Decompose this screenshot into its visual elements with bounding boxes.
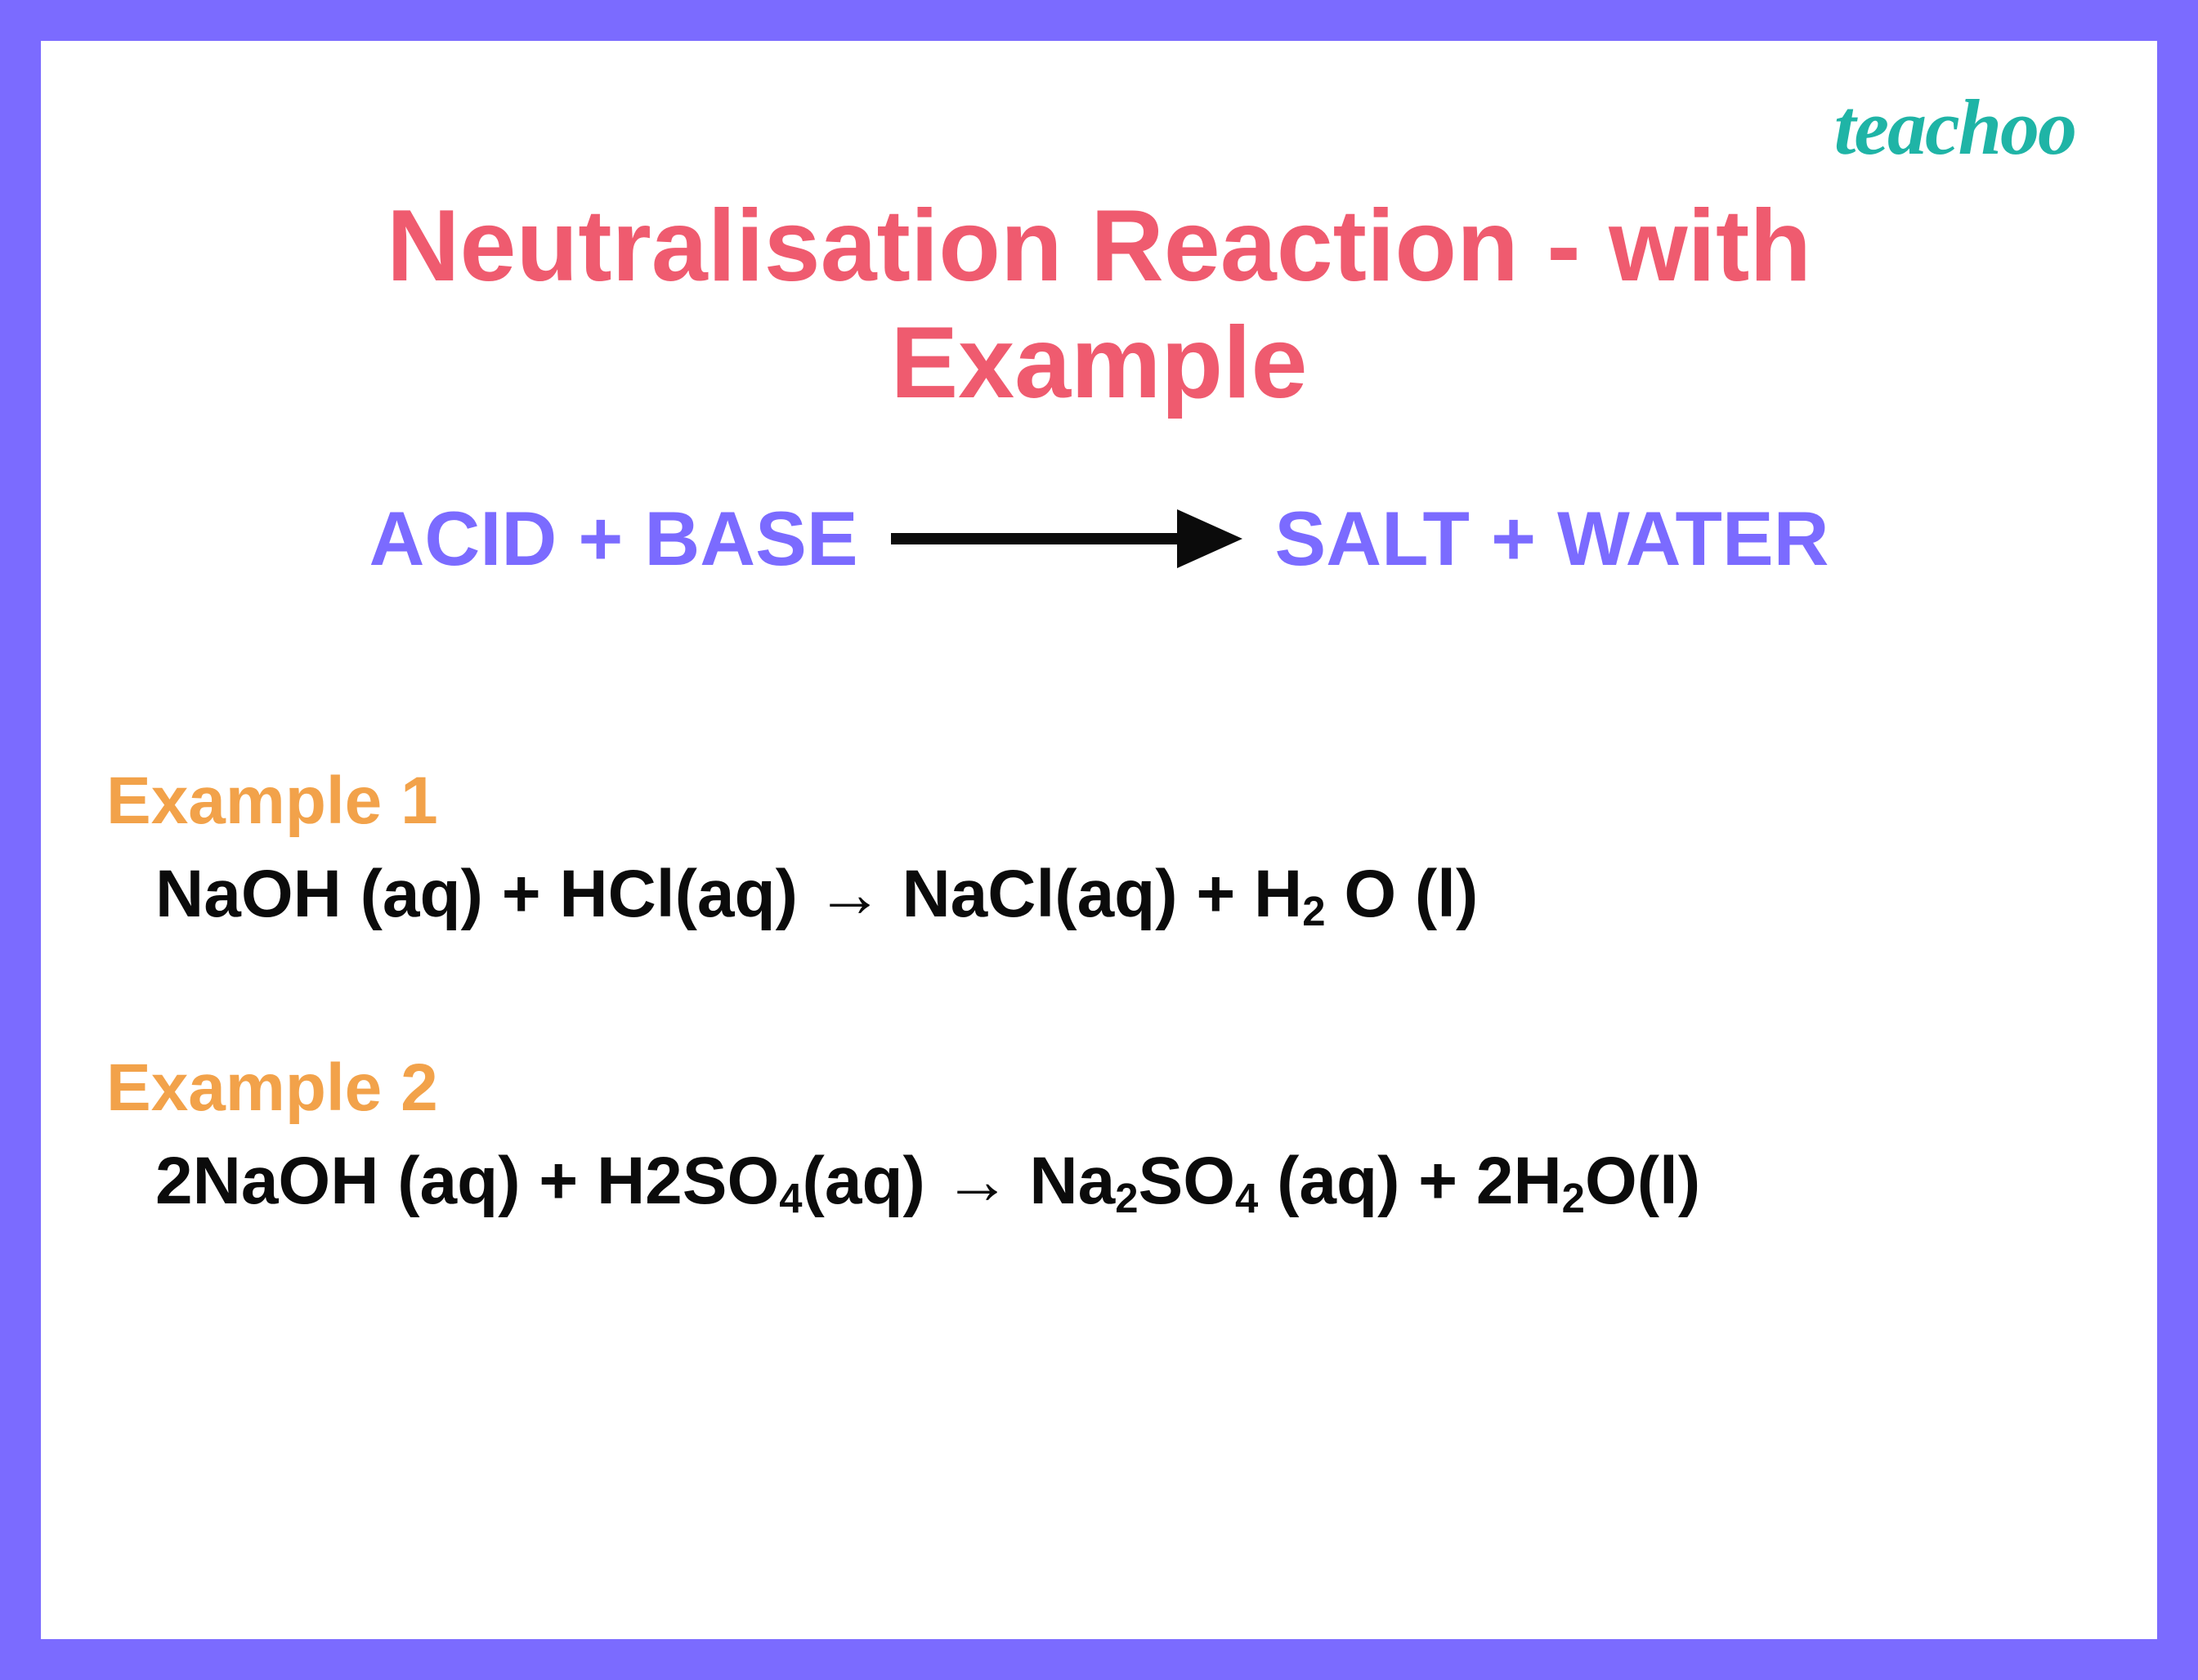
brand-logo: teachoo <box>1834 82 2075 172</box>
formula-reactants: ACID + BASE <box>369 495 857 583</box>
formula-products: SALT + WATER <box>1275 495 1829 583</box>
slide-card: teachoo Neutralisation Reaction - with E… <box>0 0 2198 1680</box>
example-label-2: Example 2 <box>106 1050 2092 1127</box>
example-equation-1: NaOH (aq) + HCl(aq) → NaCl(aq) + H2 O (l… <box>155 856 2092 935</box>
slide-title: Neutralisation Reaction - with Example <box>241 188 1958 421</box>
general-formula: ACID + BASE SALT + WATER <box>106 495 2092 583</box>
reaction-arrow-icon <box>891 506 1242 571</box>
example-label-1: Example 1 <box>106 763 2092 840</box>
examples-container: Example 1 NaOH (aq) + HCl(aq) → NaCl(aq) … <box>106 763 2092 1222</box>
example-equation-2: 2NaOH (aq) + H2SO4(aq) → Na2SO4 (aq) + 2… <box>155 1143 2092 1222</box>
